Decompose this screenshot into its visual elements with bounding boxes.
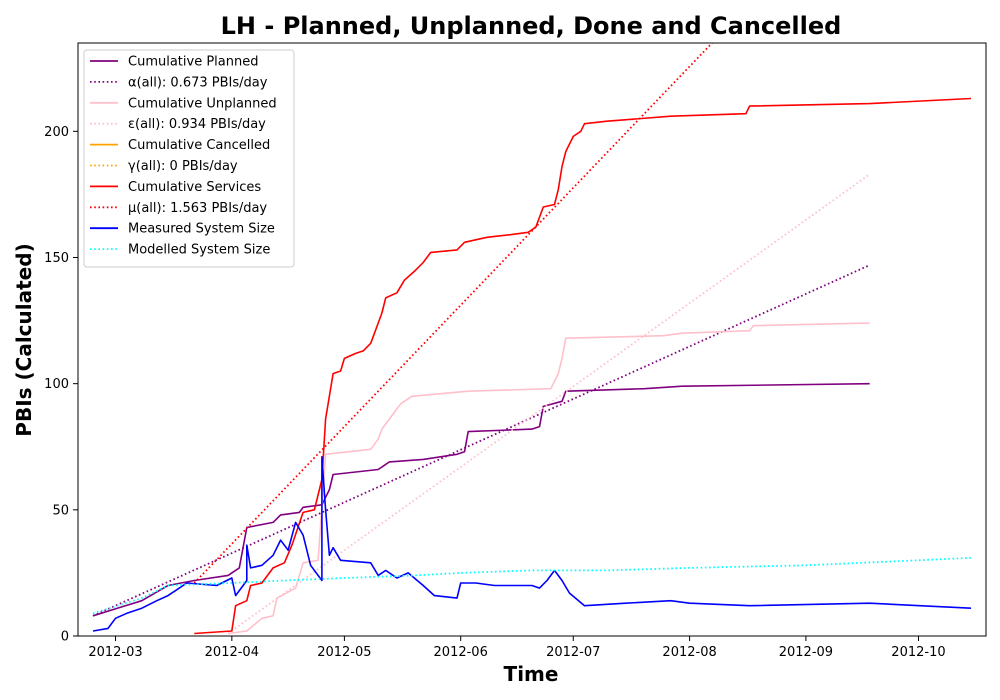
x-tick-label: 2012-09 bbox=[779, 645, 833, 660]
legend-entry: γ(all): 0 PBIs/day bbox=[128, 159, 238, 174]
legend-entry: α(all): 0.673 PBIs/day bbox=[128, 75, 268, 90]
series-line-cumulative-planned bbox=[92, 382, 870, 617]
plot-area bbox=[77, 42, 987, 637]
legend-entry: Cumulative Services bbox=[128, 180, 261, 195]
x-axis: 2012-03 2012-04 2012-05 2012-06 2012-07 2012-… bbox=[88, 636, 946, 660]
x-tick-label: 2012-08 bbox=[662, 645, 716, 660]
series-line-cumulative-unplanned bbox=[227, 322, 870, 635]
x-tick-label: 2012-03 bbox=[88, 645, 142, 660]
series-line-measured-system-size bbox=[92, 455, 972, 632]
series-line-all-fit bbox=[193, 43, 713, 584]
x-tick-label: 2012-04 bbox=[205, 645, 259, 660]
y-axis-label: PBIs (Calculated) bbox=[12, 243, 36, 436]
series-line-all-fit bbox=[227, 173, 871, 635]
y-axis: 0 50 100 150 200 bbox=[44, 125, 78, 645]
y-tick-label: 150 bbox=[44, 251, 69, 266]
legend-entry: ε(all): 0.934 PBIs/day bbox=[128, 117, 266, 132]
x-tick-label: 2012-05 bbox=[317, 645, 371, 660]
plot-frame bbox=[77, 42, 987, 637]
series-line-all-fit bbox=[92, 264, 871, 617]
legend-entry: Measured System Size bbox=[128, 222, 275, 237]
legend-entry: Modelled System Size bbox=[128, 243, 270, 258]
legend-entry: Cumulative Planned bbox=[128, 55, 258, 70]
x-tick-label: 2012-07 bbox=[546, 645, 600, 660]
series-line-cumulative-services bbox=[194, 97, 972, 635]
y-tick-label: 200 bbox=[44, 125, 69, 140]
legend: Cumulative Planned α(all): 0.673 PBIs/day… bbox=[83, 49, 295, 268]
x-tick-label: 2012-06 bbox=[434, 645, 488, 660]
y-tick-label: 0 bbox=[61, 630, 69, 645]
legend-entry: Cumulative Cancelled bbox=[128, 138, 270, 153]
legend-entry: μ(all): 1.563 PBIs/day bbox=[128, 201, 267, 216]
chart-title: LH - Planned, Unplanned, Done and Cancel… bbox=[221, 12, 842, 40]
legend-entry: Cumulative Unplanned bbox=[128, 96, 277, 111]
y-tick-label: 100 bbox=[44, 377, 69, 392]
y-tick-label: 50 bbox=[52, 503, 69, 518]
x-tick-label: 2012-10 bbox=[891, 645, 945, 660]
x-axis-label: Time bbox=[504, 662, 559, 686]
legend-frame bbox=[83, 49, 295, 268]
